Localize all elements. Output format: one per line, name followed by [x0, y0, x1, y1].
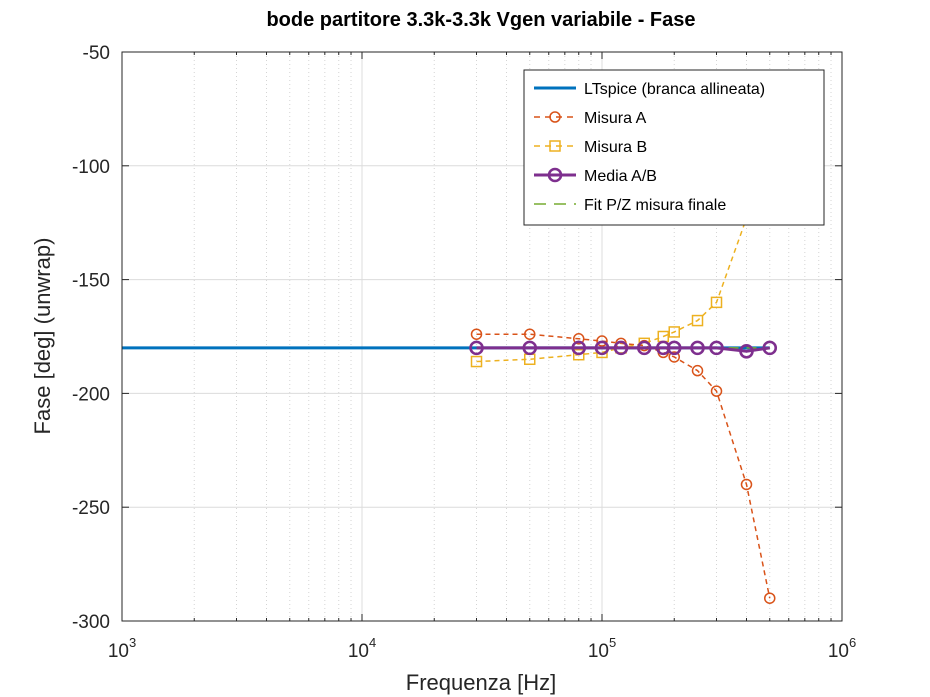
data-point	[470, 328, 483, 340]
data-point	[596, 335, 608, 347]
chart-title: bode partitore 3.3k-3.3k Vgen variabile …	[266, 9, 695, 31]
data-point	[709, 340, 724, 356]
x-tick-label: 104	[348, 635, 376, 662]
series-line	[476, 333, 771, 599]
x-tick-label: 106	[828, 635, 856, 662]
axis-ticks: 103 104 105 106-300-250-200-150-100-50	[72, 43, 856, 662]
x-tick-label: 103	[108, 635, 136, 662]
data-point	[547, 167, 563, 183]
data-point	[691, 364, 704, 377]
data-point	[690, 340, 705, 356]
data-point	[691, 314, 704, 327]
data-point	[666, 340, 682, 356]
legend-entry: Fit P/Z misura finale	[534, 197, 726, 214]
data-point	[571, 340, 587, 356]
y-tick-label: -200	[72, 384, 110, 405]
x-tick-label-base: 10	[588, 641, 609, 662]
y-tick-label: -300	[72, 612, 110, 633]
data-point	[764, 592, 776, 604]
x-tick-label-base: 10	[108, 641, 129, 662]
legend-entry: LTspice (branca allineata)	[534, 81, 765, 98]
series-3	[469, 340, 778, 359]
legend-box	[523, 69, 825, 226]
data-point	[668, 326, 680, 338]
x-tick-label-base: 10	[348, 641, 369, 662]
x-tick-label-exponent: 5	[609, 635, 616, 650]
data-point	[613, 340, 629, 356]
legend-entry: Media A/B	[534, 167, 657, 185]
data-point	[549, 140, 561, 152]
y-tick-label: -150	[72, 271, 110, 292]
data-point	[594, 340, 610, 356]
data-point	[740, 478, 753, 491]
legend-label: Fit P/Z misura finale	[584, 197, 726, 214]
legend-label: Misura A	[584, 110, 647, 127]
data-point	[636, 340, 652, 356]
plot-frame	[121, 51, 843, 622]
y-tick-label: -250	[72, 498, 110, 519]
y-tick-label: -50	[83, 43, 110, 64]
y-axis-label: Fase [deg] (unwrap)	[30, 238, 55, 435]
legend-label: Media A/B	[584, 168, 657, 185]
legend-entry: Misura A	[534, 110, 647, 127]
data-point	[762, 340, 778, 356]
data-point	[572, 333, 585, 345]
series-line	[476, 217, 748, 363]
data-point	[710, 385, 723, 397]
data-point	[739, 343, 754, 359]
legend-entry: Misura B	[534, 139, 647, 156]
series-layer	[122, 212, 778, 604]
data-point	[522, 340, 538, 356]
x-tick-label-exponent: 4	[369, 635, 376, 650]
data-point	[668, 351, 680, 363]
x-tick-label: 105	[588, 635, 616, 662]
legend-label: LTspice (branca allineata)	[584, 81, 765, 98]
y-tick-label: -100	[72, 157, 110, 178]
x-tick-label-exponent: 3	[129, 635, 136, 650]
x-tick-label-base: 10	[828, 641, 849, 662]
series-1	[470, 328, 776, 604]
data-point	[469, 340, 484, 356]
x-axis-label: Frequenza [Hz]	[406, 670, 556, 695]
data-point	[549, 111, 561, 123]
legend-label: Misura B	[584, 139, 647, 156]
data-point	[524, 328, 536, 340]
data-point	[572, 348, 585, 361]
data-point	[710, 296, 723, 309]
data-point	[470, 355, 483, 368]
legend: LTspice (branca allineata) Misura A Misura…	[523, 69, 825, 226]
x-tick-label-exponent: 6	[849, 635, 856, 650]
